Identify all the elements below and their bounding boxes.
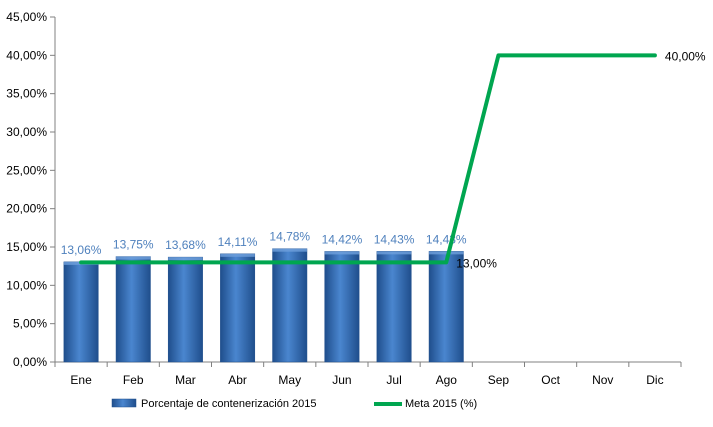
bar-top-highlight [272,248,307,252]
bar [63,261,99,363]
x-tick-label: Ene [70,373,92,387]
legend: Porcentaje de contenerización 2015 Meta 2… [111,398,477,410]
bar-data-label: 13,75% [113,238,154,252]
y-tick-label: 45,00% [6,10,47,24]
x-tick-label: Jul [386,373,401,387]
bar-top-highlight [376,251,412,255]
axes: 0,00% 5,00% 10,00% 15,00% 20,00% 25,00% 30,00%… [6,10,682,387]
meta-line [79,53,657,265]
x-tick-label: Mar [175,373,196,387]
x-tick-label: Nov [592,373,613,387]
bar [324,251,360,363]
y-tick-label: 20,00% [6,202,47,216]
legend-line-label: Meta 2015 (%) [405,398,477,410]
y-tick-label: 15,00% [6,240,47,254]
bar-data-label: 13,68% [165,238,206,252]
bar-data-label: 14,43% [374,232,415,246]
y-tick-label: 0,00% [13,355,47,369]
y-tick-label: 40,00% [6,48,47,62]
bar-data-label: 14,78% [269,230,310,244]
legend-bar-swatch [111,398,137,408]
bar [376,251,412,363]
y-tick-label: 5,00% [13,317,47,331]
bar-data-labels: 13,06% 13,75% 13,68% 14,11% 14,78% 14,42% 14,4… [61,230,467,257]
bar-top-highlight [429,251,464,255]
y-tick-label: 25,00% [6,163,47,177]
bar [272,248,308,363]
x-tick-label: Abr [228,373,247,387]
bar-top-highlight [168,257,203,261]
bar-top-highlight [220,253,255,257]
line-series [79,53,657,265]
x-tick-label: Ago [436,373,458,387]
bar-data-label: 13,06% [61,243,102,257]
bar [115,256,151,363]
line-data-label: 13,00% [456,256,497,270]
bar [167,256,203,363]
x-tick-label: Oct [541,373,560,387]
y-tick-label: 10,00% [6,278,47,292]
y-tick-label: 35,00% [6,87,47,101]
x-tick-label: May [278,373,301,387]
bar-data-label: 14,11% [218,235,258,249]
bar-data-label: 14,43% [426,232,467,246]
bar-top-highlight [116,256,151,260]
y-tick-label: 30,00% [6,125,47,139]
line-data-labels: 13,00% 40,00% [456,49,706,270]
bar [220,253,256,363]
x-tick-label: Sep [488,373,510,387]
legend-bar-label: Porcentaje de contenerización 2015 [141,398,317,410]
x-tick-label: Jun [332,373,351,387]
line-data-label: 40,00% [665,49,706,63]
x-tick-label: Feb [123,373,144,387]
bar-series [63,248,464,363]
bar [428,251,464,363]
bar-data-label: 14,42% [322,232,363,246]
x-tick-label: Dic [646,373,663,387]
bar-top-highlight [324,251,360,255]
